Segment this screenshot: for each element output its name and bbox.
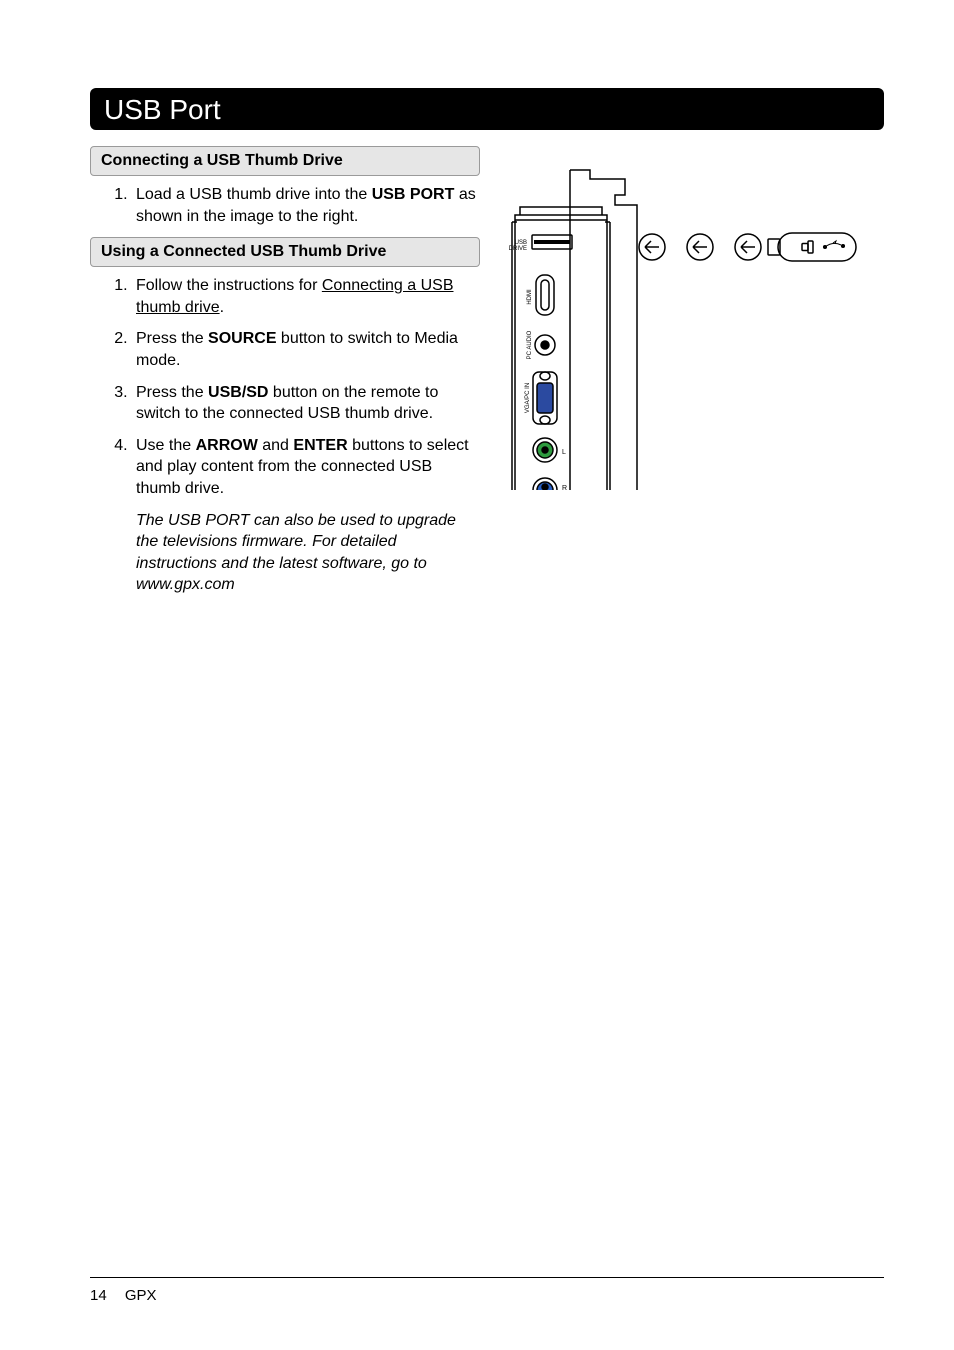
step-text: Press the <box>136 384 208 401</box>
step-bold: USB PORT <box>372 186 455 203</box>
vga-port <box>533 372 557 424</box>
footer-brand: GPX <box>125 1287 157 1304</box>
steps-using: Follow the instructions for Connecting a… <box>90 275 480 499</box>
pb-jack <box>533 478 557 490</box>
step-text: Follow the instructions for <box>136 277 322 294</box>
footer-rule <box>90 1277 884 1278</box>
tv-side-panel <box>512 170 637 490</box>
section-heading-using: Using a Connected USB Thumb Drive <box>90 237 480 267</box>
left-column: Connecting a USB Thumb Drive Load a USB … <box>90 140 480 596</box>
page: USB Port Connecting a USB Thumb Drive Lo… <box>0 0 954 1350</box>
label-r: R <box>562 485 567 490</box>
firmware-note: The USB PORT can also be used to upgrade… <box>132 510 480 596</box>
label-pcaudio: PC AUDIO <box>527 330 533 359</box>
step-text: Load a USB thumb drive into the <box>136 186 372 203</box>
usb-diagram: USB DRIVE HDMI PC AUDIO VGA/PC IN L R <box>500 140 880 490</box>
steps-connecting: Load a USB thumb drive into the USB PORT… <box>90 184 480 227</box>
step-bold: USB/SD <box>208 384 268 401</box>
usb-flash-drive <box>768 233 856 261</box>
step-using-1: Follow the instructions for Connecting a… <box>132 275 480 318</box>
step-text: Press the <box>136 330 208 347</box>
label-l: L <box>562 449 566 456</box>
pcaudio-jack <box>535 335 555 355</box>
step-text: Use the <box>136 437 196 454</box>
step-connecting-1: Load a USB thumb drive into the USB PORT… <box>132 184 480 227</box>
page-title: USB Port <box>90 88 884 130</box>
content-columns: Connecting a USB Thumb Drive Load a USB … <box>90 140 884 596</box>
label-vga: VGA/PC IN <box>525 383 531 413</box>
arrow-2 <box>687 234 713 260</box>
step-using-3: Press the USB/SD button on the remote to… <box>132 382 480 425</box>
step-using-2: Press the SOURCE button to switch to Med… <box>132 328 480 371</box>
pr-jack <box>533 438 557 462</box>
usb-diagram-svg: USB DRIVE HDMI PC AUDIO VGA/PC IN L R <box>500 140 880 490</box>
page-footer: 14 GPX <box>90 1287 157 1304</box>
right-column: USB DRIVE HDMI PC AUDIO VGA/PC IN L R <box>500 140 884 490</box>
hdmi-port <box>536 275 554 315</box>
step-bold: SOURCE <box>208 330 276 347</box>
page-number: 14 <box>90 1287 107 1304</box>
arrow-1 <box>639 234 665 260</box>
label-hdmi: HDMI <box>527 289 533 305</box>
step-bold: ENTER <box>293 437 347 454</box>
step-using-4: Use the ARROW and ENTER buttons to selec… <box>132 435 480 500</box>
step-text: and <box>258 437 294 454</box>
arrow-3 <box>735 234 761 260</box>
step-text: . <box>220 299 224 316</box>
step-bold: ARROW <box>196 437 258 454</box>
label-usb-drive-2: DRIVE <box>509 246 527 252</box>
section-heading-connecting: Connecting a USB Thumb Drive <box>90 146 480 176</box>
